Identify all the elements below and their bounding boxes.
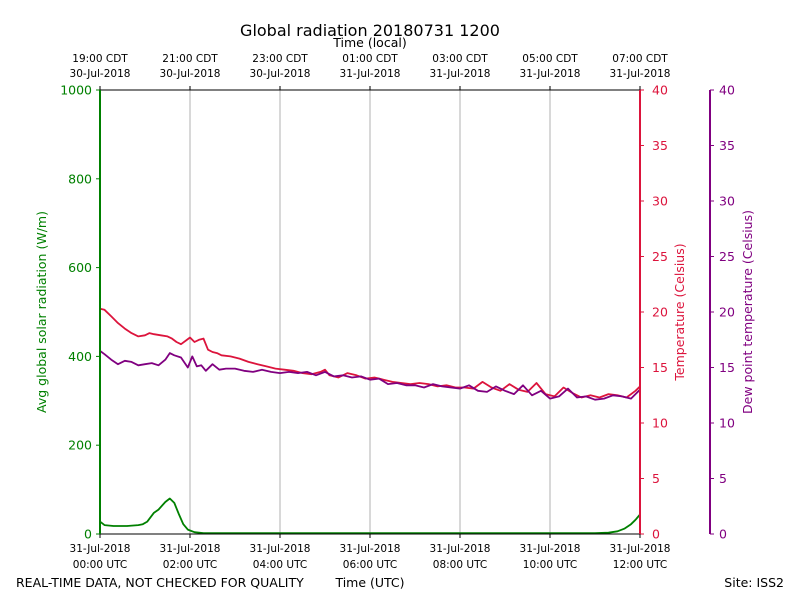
chart-title: Global radiation 20180731 1200 [240, 21, 500, 40]
top-tick-date: 31-Jul-2018 [610, 68, 671, 80]
radiation-tick-label: 1000 [60, 83, 92, 98]
temperature-tick-label: 20 [652, 305, 668, 320]
radiation-tick-label: 800 [68, 171, 92, 186]
dewpoint-tick-label: 25 [719, 249, 735, 264]
bottom-tick-date: 31-Jul-2018 [430, 543, 491, 555]
temperature-axis-label: Temperature (Celsius) [672, 243, 687, 381]
top-tick-date: 30-Jul-2018 [160, 68, 221, 80]
dewpoint-tick-label: 0 [719, 527, 727, 542]
temperature-tick-label: 10 [652, 416, 668, 431]
top-axis-label: Time (local) [332, 35, 406, 50]
dewpoint-tick-label: 35 [719, 138, 735, 153]
temperature-tick-label: 40 [652, 83, 668, 98]
bottom-tick-date: 31-Jul-2018 [340, 543, 401, 555]
site-label: Site: ISS2 [724, 575, 784, 590]
top-tick-time: 03:00 CDT [432, 53, 488, 65]
bottom-tick-date: 31-Jul-2018 [70, 543, 131, 555]
dewpoint-tick-label: 15 [719, 360, 735, 375]
bottom-axis-label: Time (UTC) [334, 575, 404, 590]
radiation-tick-label: 600 [68, 260, 92, 275]
dewpoint-axis-label: Dew point temperature (Celsius) [740, 210, 755, 414]
radiation-axis-label: Avg global solar radiation (W/m) [34, 211, 49, 413]
avg-global-solar-radiation-line [99, 497, 641, 534]
bottom-tick-time: 00:00 UTC [73, 559, 127, 571]
top-tick-date: 30-Jul-2018 [250, 68, 311, 80]
dewpoint-tick-label: 5 [719, 471, 727, 486]
temperature-tick-label: 15 [652, 360, 668, 375]
top-tick-date: 31-Jul-2018 [430, 68, 491, 80]
temperature-tick-label: 0 [652, 527, 660, 542]
top-tick-time: 23:00 CDT [252, 53, 308, 65]
top-tick-time: 19:00 CDT [72, 53, 128, 65]
top-tick-date: 31-Jul-2018 [340, 68, 401, 80]
temperature-tick-label: 30 [652, 194, 668, 209]
dewpoint-tick-label: 40 [719, 83, 735, 98]
bottom-tick-time: 12:00 UTC [613, 559, 667, 571]
bottom-tick-time: 02:00 UTC [163, 559, 217, 571]
axes: 0200400600800100005101520253035400510152… [60, 53, 735, 571]
top-tick-time: 01:00 CDT [342, 53, 398, 65]
bottom-tick-time: 10:00 UTC [523, 559, 577, 571]
temperature-tick-label: 35 [652, 138, 668, 153]
gridlines [189, 90, 551, 534]
dewpoint-tick-label: 20 [719, 305, 735, 320]
top-tick-time: 07:00 CDT [612, 53, 668, 65]
bottom-tick-date: 31-Jul-2018 [610, 543, 671, 555]
dew-point-temperature-line [99, 350, 641, 401]
bottom-tick-date: 31-Jul-2018 [160, 543, 221, 555]
temperature-tick-label: 5 [652, 471, 660, 486]
bottom-tick-date: 31-Jul-2018 [520, 543, 581, 555]
top-tick-date: 30-Jul-2018 [70, 68, 131, 80]
radiation-tick-label: 200 [68, 438, 92, 453]
top-tick-time: 05:00 CDT [522, 53, 578, 65]
radiation-tick-label: 400 [68, 349, 92, 364]
radiation-tick-label: 0 [84, 527, 92, 542]
bottom-tick-time: 06:00 UTC [343, 559, 397, 571]
series-lines [99, 307, 641, 534]
bottom-tick-date: 31-Jul-2018 [250, 543, 311, 555]
quality-disclaimer: REAL-TIME DATA, NOT CHECKED FOR QUALITY [16, 575, 304, 590]
top-tick-date: 31-Jul-2018 [520, 68, 581, 80]
bottom-tick-time: 08:00 UTC [433, 559, 487, 571]
temperature-tick-label: 25 [652, 249, 668, 264]
dewpoint-tick-label: 30 [719, 194, 735, 209]
dewpoint-tick-label: 10 [719, 416, 735, 431]
bottom-tick-time: 04:00 UTC [253, 559, 307, 571]
top-tick-time: 21:00 CDT [162, 53, 218, 65]
